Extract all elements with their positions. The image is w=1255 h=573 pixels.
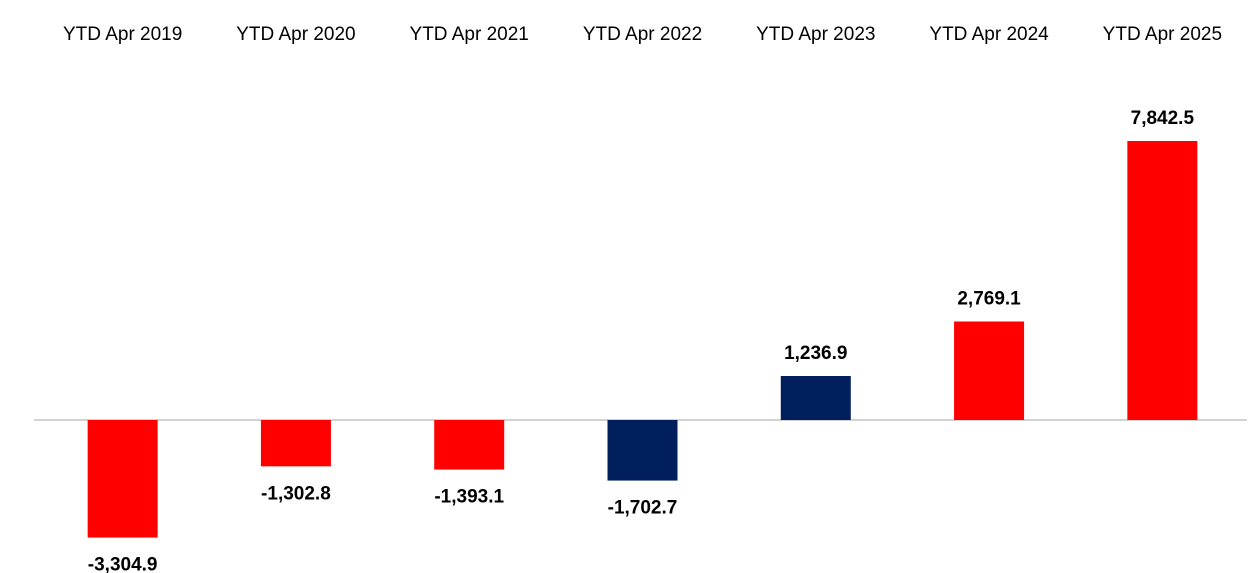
data-label: -1,393.1 — [434, 487, 504, 508]
value-labels: -3,304.9 -1,302.8 -1,393.1 -1,702.7 1,236.9 2… — [88, 108, 1195, 573]
data-label: 7,842.5 — [1131, 108, 1195, 129]
category-label: YTD Apr 2025 — [1103, 24, 1222, 45]
bar — [780, 375, 851, 420]
category-label: YTD Apr 2021 — [410, 24, 529, 45]
data-label: -1,702.7 — [608, 498, 678, 519]
bar — [260, 420, 331, 467]
bar — [607, 420, 678, 481]
data-label: 1,236.9 — [784, 343, 847, 364]
category-label: YTD Apr 2023 — [756, 24, 875, 45]
data-label: -3,304.9 — [88, 555, 158, 573]
data-label: 2,769.1 — [957, 288, 1021, 309]
category-label: YTD Apr 2019 — [63, 24, 182, 45]
data-label: -1,302.8 — [261, 483, 331, 504]
category-labels: YTD Apr 2019 YTD Apr 2020 YTD Apr 2021 YTD … — [63, 24, 1222, 45]
bar — [87, 420, 158, 538]
category-label: YTD Apr 2022 — [583, 24, 702, 45]
category-label: YTD Apr 2020 — [236, 24, 355, 45]
bar — [1127, 141, 1198, 420]
bar — [954, 321, 1025, 420]
bars — [87, 141, 1198, 538]
category-label: YTD Apr 2024 — [929, 24, 1049, 45]
bar — [434, 420, 505, 470]
